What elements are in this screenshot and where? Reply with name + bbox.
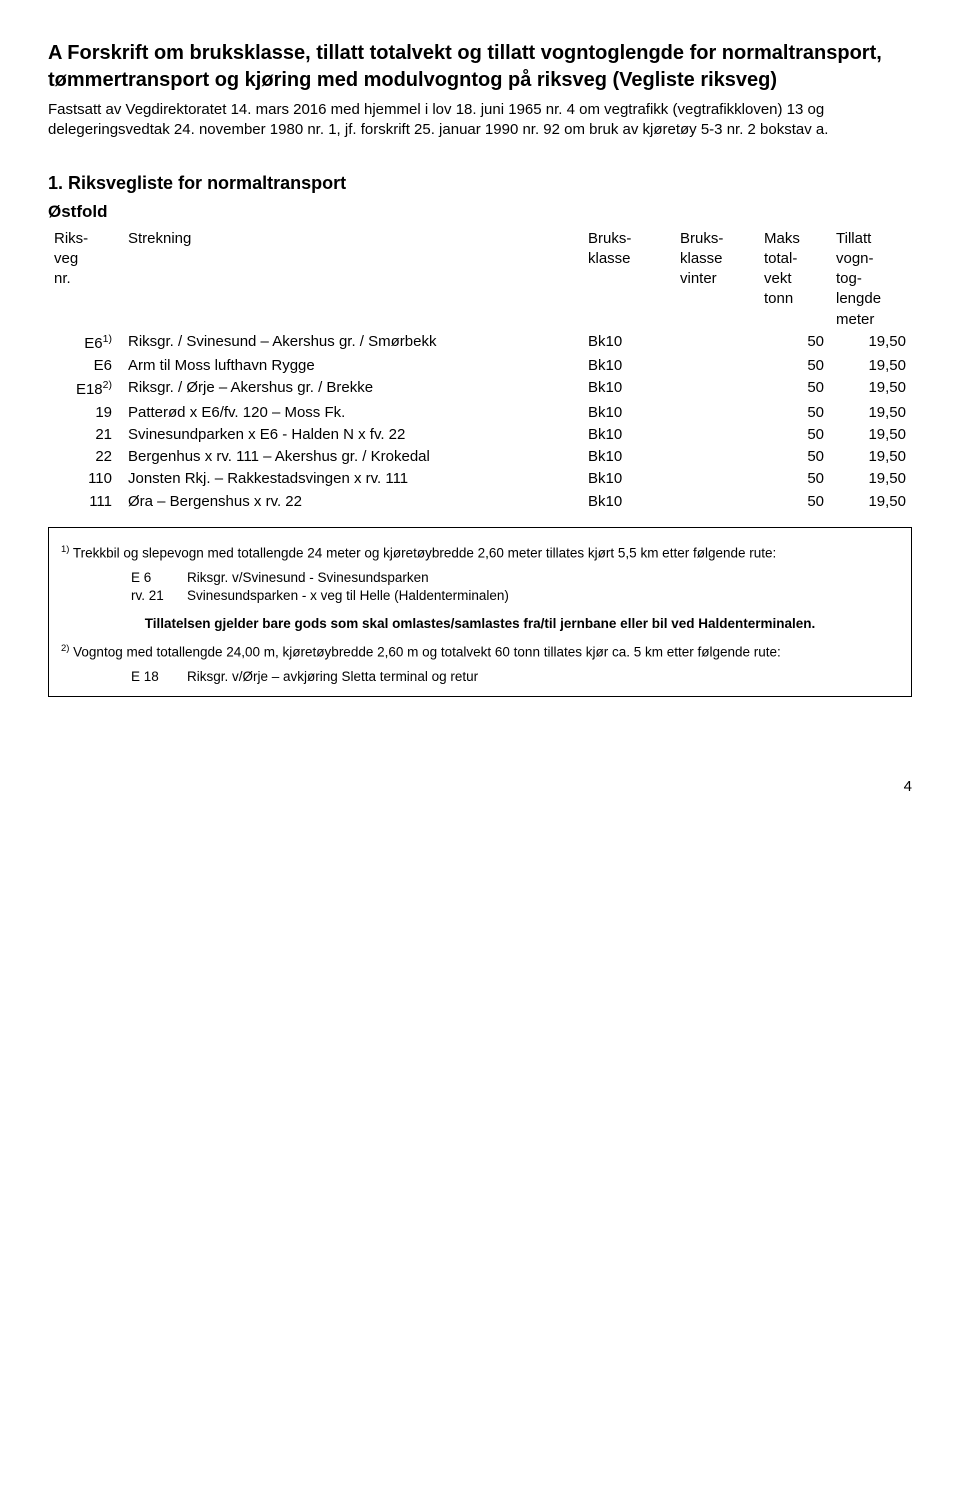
- cell-road-nr-sup: 2): [103, 379, 112, 391]
- cell-strekning: Riksgr. / Svinesund – Akershus gr. / Smø…: [122, 331, 582, 355]
- cell-bruksklasse-vinter: [674, 331, 758, 355]
- cell-tillatt-lengde: 19,50: [830, 331, 912, 355]
- cell-road-nr: 110: [48, 468, 122, 490]
- header-strekning: Strekning: [122, 228, 582, 331]
- section-heading: 1. Riksvegliste for normaltransport: [48, 171, 912, 195]
- cell-tillatt-lengde: 19,50: [830, 355, 912, 377]
- region-name: Østfold: [48, 201, 912, 224]
- table-row: 110Jonsten Rkj. – Rakkestadsvingen x rv.…: [48, 468, 912, 490]
- cell-bruksklasse-vinter: [674, 355, 758, 377]
- cell-road-nr: E182): [48, 377, 122, 401]
- cell-road-nr: 21: [48, 424, 122, 446]
- page-number: 4: [48, 777, 912, 797]
- footnote-route-key: E 6: [131, 569, 187, 587]
- cell-bruksklasse-vinter: [674, 424, 758, 446]
- cell-strekning: Øra – Bergenshus x rv. 22: [122, 491, 582, 513]
- cell-bruksklasse: Bk10: [582, 491, 674, 513]
- cell-tillatt-lengde: 19,50: [830, 402, 912, 424]
- footnotes-box: 1) Trekkbil og slepevogn med totallengde…: [48, 527, 912, 697]
- cell-bruksklasse: Bk10: [582, 402, 674, 424]
- cell-bruksklasse: Bk10: [582, 468, 674, 490]
- cell-bruksklasse: Bk10: [582, 446, 674, 468]
- cell-strekning: Jonsten Rkj. – Rakkestadsvingen x rv. 11…: [122, 468, 582, 490]
- footnote-route: rv. 21Svinesundsparken - x veg til Helle…: [131, 587, 899, 605]
- cell-road-nr: 111: [48, 491, 122, 513]
- cell-bruksklasse: Bk10: [582, 377, 674, 401]
- road-table: Riks-vegnr. Strekning Bruks-klasse Bruks…: [48, 228, 912, 513]
- cell-road-nr: 19: [48, 402, 122, 424]
- table-header-row: Riks-vegnr. Strekning Bruks-klasse Bruks…: [48, 228, 912, 331]
- cell-tillatt-lengde: 19,50: [830, 491, 912, 513]
- cell-bruksklasse-vinter: [674, 468, 758, 490]
- footnote-route: E 6Riksgr. v/Svinesund - Svinesundsparke…: [131, 569, 899, 587]
- footnote-1-text: Trekkbil og slepevogn med totallengde 24…: [69, 545, 776, 560]
- cell-tillatt-lengde: 19,50: [830, 377, 912, 401]
- footnote-route-val: Riksgr. v/Ørje – avkjøring Sletta termin…: [187, 668, 478, 686]
- table-row: 21Svinesundparken x E6 - Halden N x fv. …: [48, 424, 912, 446]
- cell-bruksklasse-vinter: [674, 377, 758, 401]
- table-row: E6Arm til Moss lufthavn RyggeBk10 5019,50: [48, 355, 912, 377]
- footnote-2: 2) Vogntog med totallengde 24,00 m, kjør…: [61, 643, 899, 662]
- cell-bruksklasse: Bk10: [582, 424, 674, 446]
- cell-maks-totalvekt: 50: [758, 446, 830, 468]
- cell-strekning: Svinesundparken x E6 - Halden N x fv. 22: [122, 424, 582, 446]
- footnote-route: E 18Riksgr. v/Ørje – avkjøring Sletta te…: [131, 668, 899, 686]
- table-row: E182)Riksgr. / Ørje – Akershus gr. / Bre…: [48, 377, 912, 401]
- header-tillatt-lengde: Tillattvogn-tog-lengdemeter: [830, 228, 912, 331]
- table-row: 22Bergenhus x rv. 111 – Akershus gr. / K…: [48, 446, 912, 468]
- footnote-1-bold: Tillatelsen gjelder bare gods som skal o…: [121, 615, 839, 633]
- footnote-1: 1) Trekkbil og slepevogn med totallengde…: [61, 544, 899, 563]
- cell-bruksklasse-vinter: [674, 491, 758, 513]
- header-maks-totalvekt: Makstotal-vekttonn: [758, 228, 830, 331]
- table-row: 111Øra – Bergenshus x rv. 22Bk10 5019,50: [48, 491, 912, 513]
- footnote-2-text: Vogntog med totallengde 24,00 m, kjøretø…: [69, 645, 780, 660]
- document-title: A Forskrift om bruksklasse, tillatt tota…: [48, 40, 912, 94]
- cell-strekning: Patterød x E6/fv. 120 – Moss Fk.: [122, 402, 582, 424]
- cell-road-nr: E6: [48, 355, 122, 377]
- cell-maks-totalvekt: 50: [758, 468, 830, 490]
- cell-maks-totalvekt: 50: [758, 331, 830, 355]
- cell-bruksklasse: Bk10: [582, 331, 674, 355]
- cell-maks-totalvekt: 50: [758, 402, 830, 424]
- document-subtitle: Fastsatt av Vegdirektoratet 14. mars 201…: [48, 100, 912, 141]
- cell-strekning: Bergenhus x rv. 111 – Akershus gr. / Kro…: [122, 446, 582, 468]
- cell-road-nr-sup: 1): [103, 333, 112, 345]
- table-row: 19Patterød x E6/fv. 120 – Moss Fk.Bk10 50…: [48, 402, 912, 424]
- cell-strekning: Arm til Moss lufthavn Rygge: [122, 355, 582, 377]
- cell-maks-totalvekt: 50: [758, 377, 830, 401]
- table-row: E61)Riksgr. / Svinesund – Akershus gr. /…: [48, 331, 912, 355]
- cell-strekning: Riksgr. / Ørje – Akershus gr. / Brekke: [122, 377, 582, 401]
- cell-bruksklasse: Bk10: [582, 355, 674, 377]
- footnote-route-key: E 18: [131, 668, 187, 686]
- header-bruksklasse-vinter: Bruks-klassevinter: [674, 228, 758, 331]
- header-nr: Riks-vegnr.: [48, 228, 122, 331]
- cell-tillatt-lengde: 19,50: [830, 468, 912, 490]
- cell-tillatt-lengde: 19,50: [830, 424, 912, 446]
- cell-maks-totalvekt: 50: [758, 424, 830, 446]
- cell-tillatt-lengde: 19,50: [830, 446, 912, 468]
- cell-road-nr: E61): [48, 331, 122, 355]
- cell-road-nr: 22: [48, 446, 122, 468]
- footnote-route-val: Svinesundsparken - x veg til Helle (Hald…: [187, 587, 509, 605]
- cell-bruksklasse-vinter: [674, 402, 758, 424]
- footnote-route-val: Riksgr. v/Svinesund - Svinesundsparken: [187, 569, 429, 587]
- header-bruksklasse: Bruks-klasse: [582, 228, 674, 331]
- cell-maks-totalvekt: 50: [758, 491, 830, 513]
- cell-bruksklasse-vinter: [674, 446, 758, 468]
- cell-maks-totalvekt: 50: [758, 355, 830, 377]
- footnote-route-key: rv. 21: [131, 587, 187, 605]
